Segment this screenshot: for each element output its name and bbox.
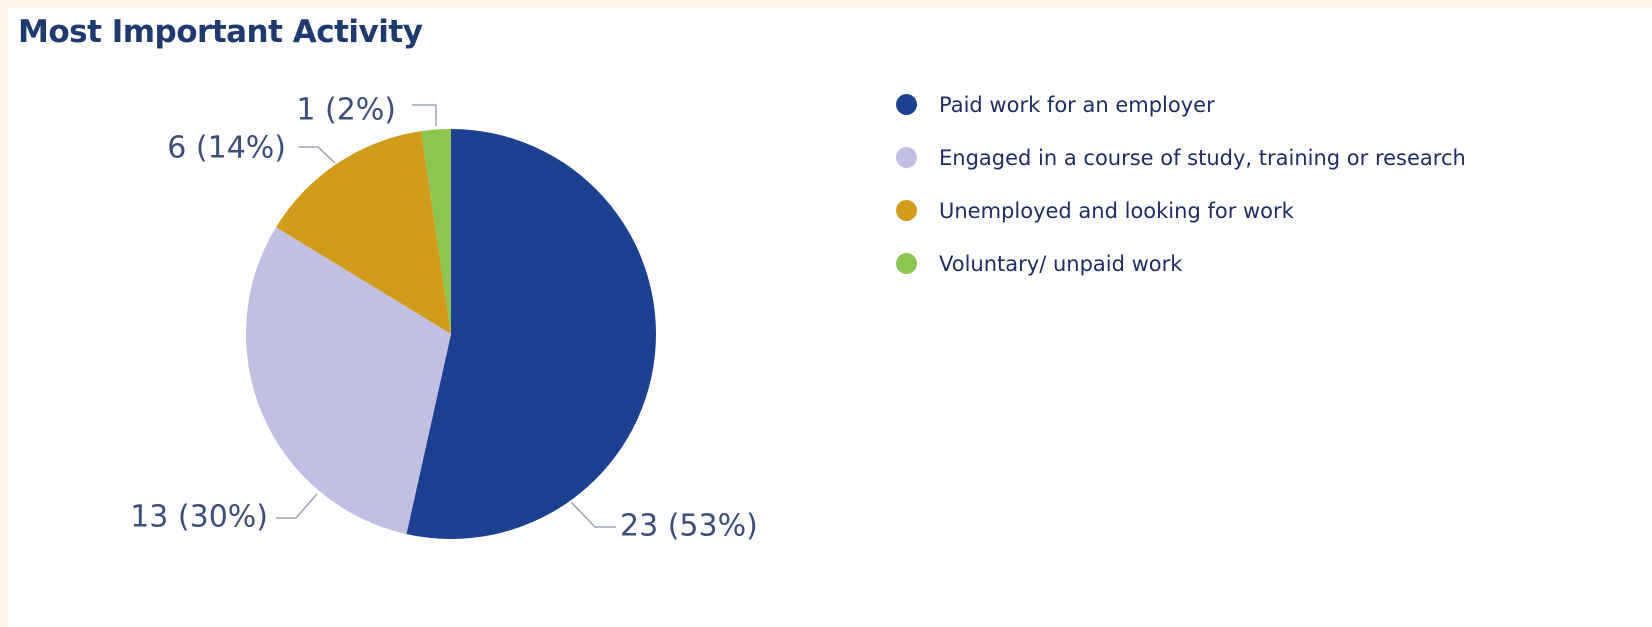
legend-swatch-icon bbox=[896, 94, 917, 115]
leader-line-2 bbox=[276, 494, 317, 518]
data-label-2: 13 (30%) bbox=[130, 500, 268, 535]
legend: Paid work for an employer Engaged in a co… bbox=[896, 78, 1466, 290]
legend-label: Voluntary/ unpaid work bbox=[939, 252, 1182, 276]
data-label-1: 23 (53%) bbox=[620, 509, 758, 544]
leader-line-3 bbox=[298, 147, 335, 163]
legend-label: Paid work for an employer bbox=[939, 93, 1215, 117]
pie-chart: 23 (53%) 13 (30%) 6 (14%) 1 (2%) bbox=[8, 8, 868, 627]
legend-label: Engaged in a course of study, training o… bbox=[939, 146, 1466, 170]
legend-item-2: Engaged in a course of study, training o… bbox=[896, 131, 1466, 184]
data-label-4: 1 (2%) bbox=[296, 93, 396, 128]
legend-item-1: Paid work for an employer bbox=[896, 78, 1466, 131]
leader-line-1 bbox=[571, 502, 616, 527]
data-label-3: 6 (14%) bbox=[167, 131, 286, 166]
leader-line-4 bbox=[412, 105, 436, 126]
legend-swatch-icon bbox=[896, 147, 917, 168]
legend-swatch-icon bbox=[896, 200, 917, 221]
legend-item-4: Voluntary/ unpaid work bbox=[896, 237, 1466, 290]
legend-label: Unemployed and looking for work bbox=[939, 199, 1294, 223]
legend-swatch-icon bbox=[896, 253, 917, 274]
legend-item-3: Unemployed and looking for work bbox=[896, 184, 1466, 237]
chart-card: Most Important Activity 23 (53%) 13 (30%)… bbox=[8, 8, 1652, 627]
